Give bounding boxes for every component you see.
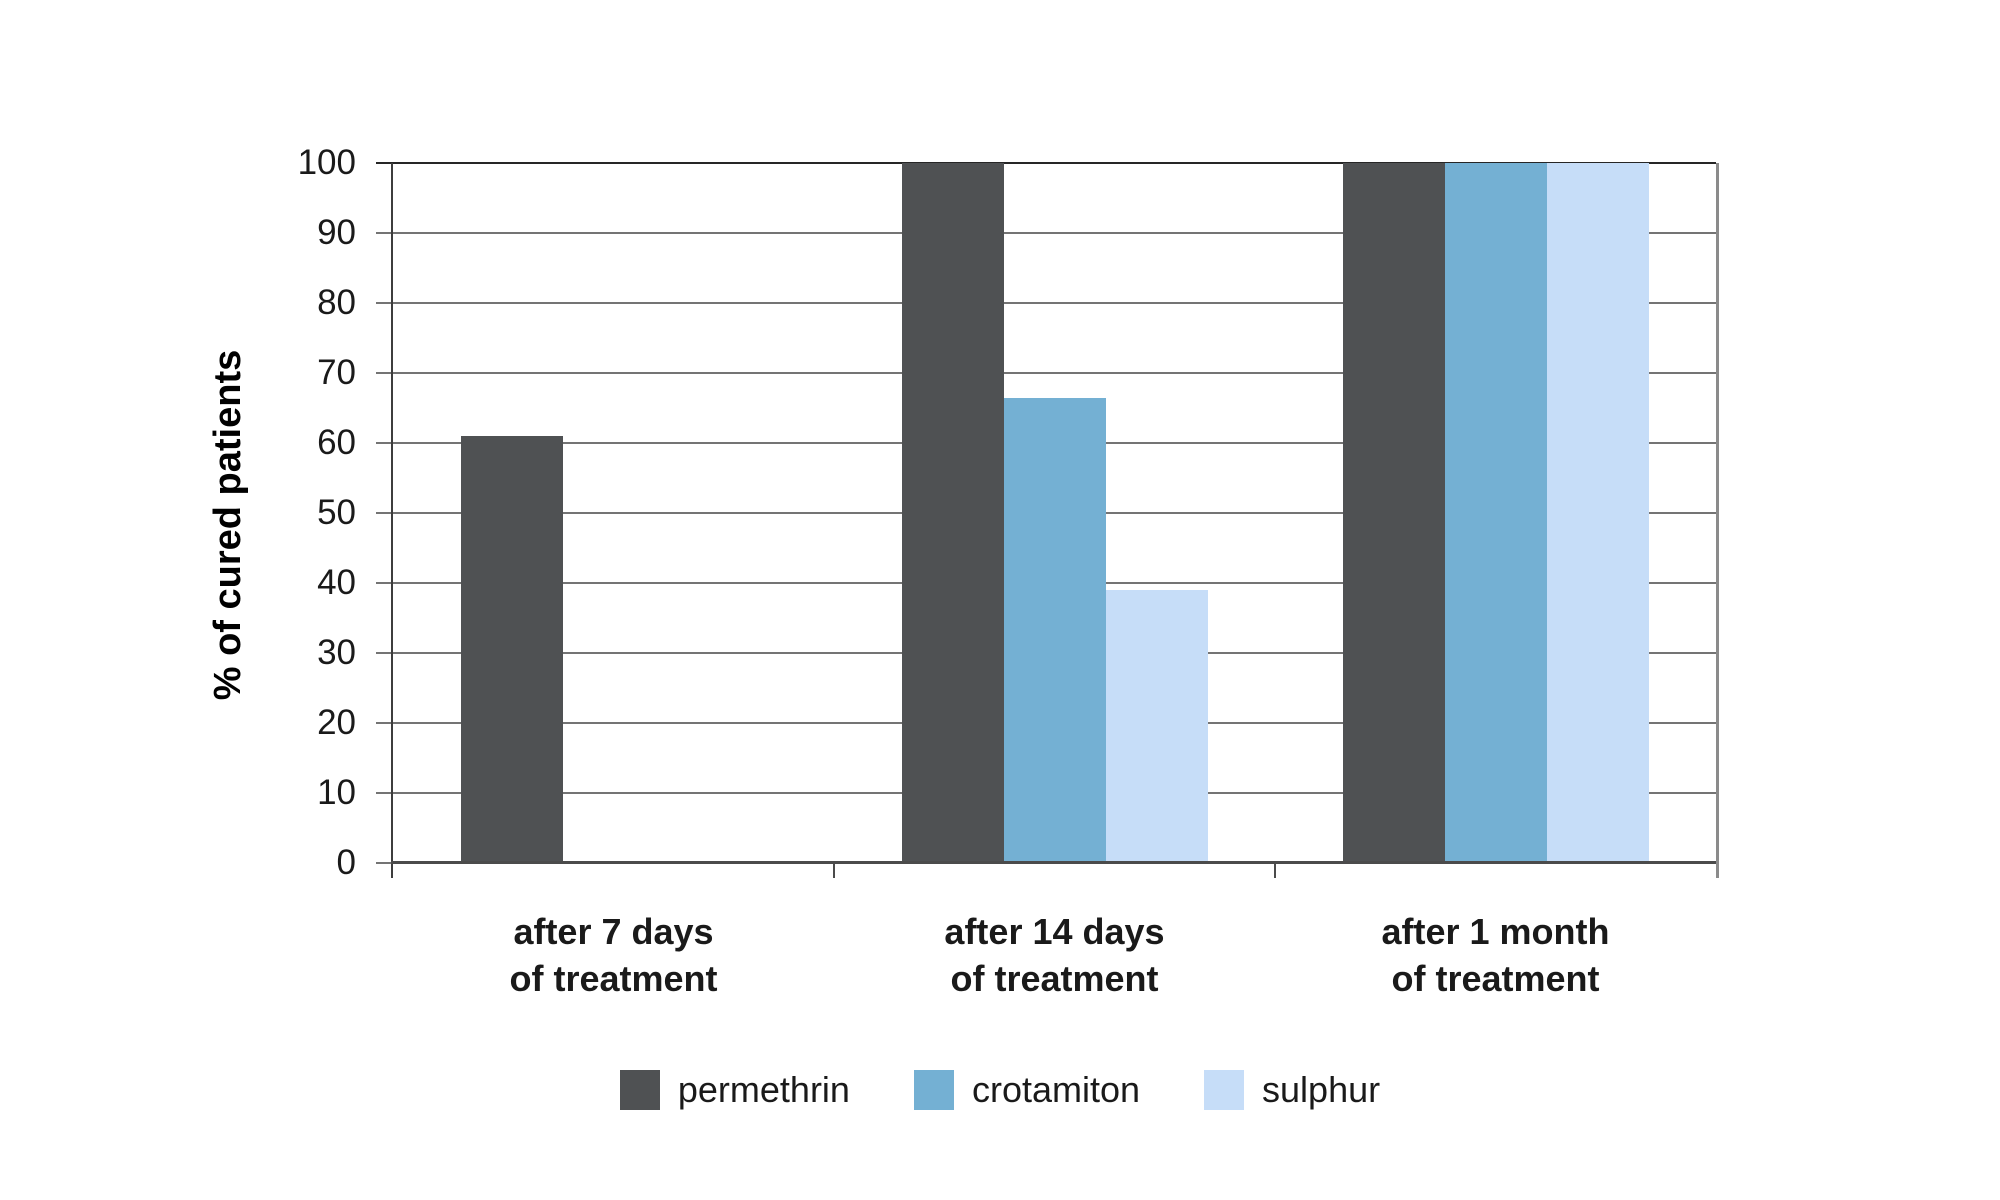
y-tick-label-20: 20: [317, 703, 356, 742]
bar-permethrin-2: [1342, 163, 1445, 863]
gridline-90: [376, 232, 1716, 234]
bar-crotamiton-1: [1003, 397, 1106, 863]
legend-swatch-permethrin: [619, 1070, 660, 1110]
gridline-100: [376, 162, 1716, 164]
bar-group-0: [393, 163, 834, 863]
legend-item-permethrin: permethrin: [619, 1069, 850, 1111]
bar-permethrin-1: [901, 163, 1004, 863]
y-tick-label-0: 0: [336, 843, 356, 882]
y-axis-line: [391, 163, 393, 878]
legend-swatch-crotamiton: [913, 1070, 954, 1110]
x-axis-label-0: after 7 days of treatment: [509, 911, 718, 999]
bar-sulphur-2: [1546, 163, 1649, 863]
legend-item-crotamiton: crotamiton: [913, 1069, 1141, 1111]
bar-sulphur-1: [1105, 590, 1208, 863]
legend-label-permethrin: permethrin: [677, 1069, 850, 1110]
legend-swatch-sulphur: [1204, 1070, 1245, 1110]
x-axis-line: [391, 861, 1719, 864]
y-tick-label-80: 80: [317, 283, 356, 322]
bar-permethrin-0: [460, 436, 563, 863]
legend-item-sulphur: sulphur: [1204, 1069, 1380, 1111]
y-tick-label-50: 50: [317, 493, 356, 532]
x-axis-tick-2: [1274, 864, 1276, 878]
y-tick-label-70: 70: [317, 353, 356, 392]
legend: permethrin crotamiton sulphur: [0, 1069, 2000, 1111]
bar-crotamiton-2: [1444, 163, 1547, 863]
plot-right-border: [1716, 163, 1719, 878]
y-tick-label-90: 90: [317, 213, 356, 252]
bar-group-1: [834, 163, 1275, 863]
gridline-80: [376, 302, 1716, 304]
plot-area: [376, 162, 1716, 864]
y-tick-label-100: 100: [297, 143, 356, 182]
legend-label-sulphur: sulphur: [1262, 1069, 1381, 1110]
gridline-70: [376, 372, 1716, 374]
y-tick-label-40: 40: [317, 563, 356, 602]
y-tick-label-30: 30: [317, 633, 356, 672]
legend-label-crotamiton: crotamiton: [971, 1069, 1141, 1110]
x-axis-label-1: after 14 days of treatment: [944, 911, 1165, 999]
y-tick-label-10: 10: [317, 773, 356, 812]
x-axis-tick-1: [833, 864, 835, 878]
bar-group-2: [1275, 163, 1716, 863]
x-axis-label-2: after 1 month of treatment: [1381, 911, 1610, 999]
y-tick-label-60: 60: [317, 423, 356, 462]
